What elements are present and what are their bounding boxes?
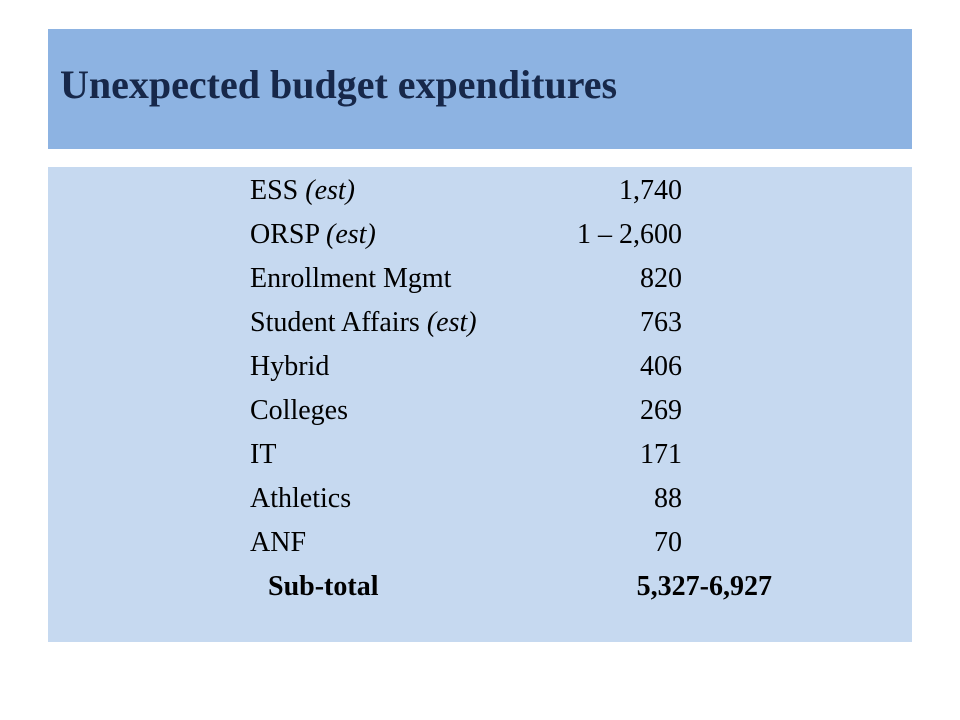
slide-title: Unexpected budget expenditures [60, 62, 618, 107]
item-name: Athletics [250, 483, 352, 514]
title-bar: Unexpected budget expenditures [48, 29, 912, 149]
item-amount: 269 [640, 395, 682, 426]
subtotal-row: Sub-total 5,327-6,927 [48, 563, 912, 607]
item-name: Hybrid [250, 351, 330, 382]
subtotal-amount: 5,327-6,927 [636, 571, 772, 602]
item-amount: 763 [640, 307, 682, 338]
expenditure-row-enrollment-mgmt: Enrollment Mgmt 820 [48, 255, 912, 299]
item-qualifier: (est) [305, 175, 356, 206]
item-name: ESS [250, 175, 299, 206]
item-amount: 1 – 2,600 [577, 219, 682, 250]
item-qualifier: (est) [426, 307, 477, 338]
item-amount: 70 [654, 527, 682, 558]
expenditure-row-it: IT 171 [48, 431, 912, 475]
item-name: Colleges [250, 395, 348, 426]
item-amount: 820 [640, 263, 682, 294]
expenditure-row-colleges: Colleges 269 [48, 387, 912, 431]
expenditure-row-orsp: ORSP (est) 1 – 2,600 [48, 211, 912, 255]
item-amount: 171 [640, 439, 682, 470]
item-amount: 406 [640, 351, 682, 382]
expenditure-row-anf: ANF 70 [48, 519, 912, 563]
expenditure-row-student-affairs: Student Affairs (est) 763 [48, 299, 912, 343]
subtotal-label: Sub-total [268, 571, 379, 602]
item-name: ANF [250, 527, 307, 558]
item-amount: 1,740 [619, 175, 682, 206]
expenditure-row-ess: ESS (est) 1,740 [48, 167, 912, 211]
item-name: ORSP [250, 219, 320, 250]
item-amount: 88 [654, 483, 682, 514]
item-qualifier: (est) [326, 219, 376, 250]
expenditure-list: ESS (est) 1,740 ORSP (est) 1 – 2,600 Enr… [48, 167, 912, 642]
item-name: Student Affairs [250, 307, 420, 338]
item-name: IT [250, 439, 277, 470]
item-name: Enrollment Mgmt [250, 263, 452, 294]
expenditure-row-athletics: Athletics 88 [48, 475, 912, 519]
expenditure-row-hybrid: Hybrid 406 [48, 343, 912, 387]
